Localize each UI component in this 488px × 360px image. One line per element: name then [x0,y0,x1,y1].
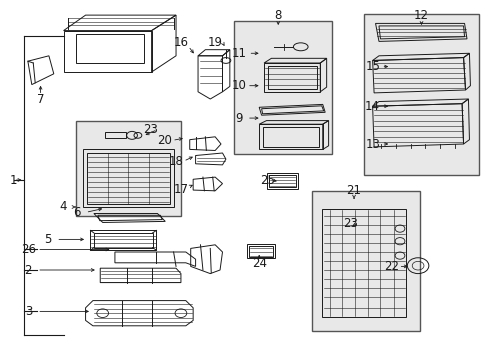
Bar [233,21,331,154]
Text: 14: 14 [365,100,379,113]
Text: 3: 3 [24,305,32,318]
Text: 9: 9 [234,112,242,125]
Bar [311,191,419,331]
Text: 11: 11 [232,47,246,60]
Text: 6: 6 [73,206,81,219]
Text: 2: 2 [24,264,32,276]
Text: 17: 17 [173,183,188,196]
Bar [76,121,181,216]
Text: 23: 23 [343,217,357,230]
Text: 13: 13 [365,138,379,150]
Text: 26: 26 [21,243,36,256]
Text: 10: 10 [231,79,245,92]
Text: 22: 22 [383,260,398,273]
Bar [364,14,478,175]
Text: 18: 18 [168,155,183,168]
Text: 12: 12 [413,9,428,22]
Text: 5: 5 [44,233,52,246]
Text: 15: 15 [365,60,379,73]
Text: 20: 20 [157,134,172,147]
Text: 4: 4 [60,201,67,213]
Text: 16: 16 [173,36,188,49]
Text: 25: 25 [260,174,275,186]
Text: 24: 24 [251,257,266,270]
Text: 23: 23 [142,123,157,136]
Text: 19: 19 [207,36,222,49]
Text: 1: 1 [10,174,18,186]
Text: 21: 21 [346,184,361,197]
Text: 7: 7 [37,93,44,106]
Text: 8: 8 [274,9,282,22]
